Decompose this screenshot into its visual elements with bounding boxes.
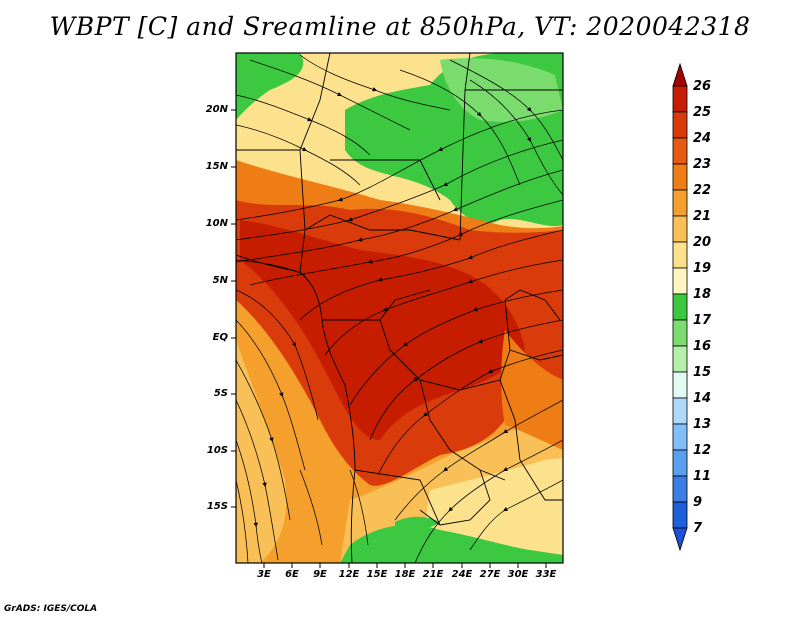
colorbar-label-24: 24 bbox=[693, 131, 712, 146]
lon-label-3e: 3E bbox=[257, 569, 271, 580]
lat-label-15n: 15N bbox=[205, 161, 228, 172]
lon-label-27e: 27E bbox=[479, 569, 501, 580]
field-sahel-orange bbox=[236, 160, 563, 242]
colorbar-label-14: 14 bbox=[693, 391, 712, 406]
colorbar-label-13: 13 bbox=[693, 417, 712, 432]
lon-label-24e: 24E bbox=[451, 569, 473, 580]
colorbar-cell bbox=[672, 397, 688, 425]
lon-label-6e: 6E bbox=[285, 569, 299, 580]
colorbar-label-12: 12 bbox=[693, 443, 712, 458]
colorbar-label-11: 11 bbox=[693, 469, 712, 484]
colorbar-label-21: 21 bbox=[693, 209, 712, 224]
lon-label-33e: 33E bbox=[535, 569, 557, 580]
field-west-lightorange bbox=[236, 340, 287, 563]
colorbar-label-15: 15 bbox=[693, 365, 712, 380]
colorbar-top-arrow bbox=[672, 62, 688, 87]
colorbar-label-18: 18 bbox=[693, 287, 712, 302]
colorbar bbox=[672, 62, 688, 552]
field-south-green bbox=[340, 525, 563, 563]
field-south-green-patch bbox=[395, 516, 440, 530]
colorbar-cell bbox=[672, 163, 688, 191]
field-nw-green bbox=[236, 53, 304, 120]
colorbar-label-16: 16 bbox=[693, 339, 712, 354]
colorbar-label-17: 17 bbox=[693, 313, 712, 328]
colorbar-cell bbox=[672, 137, 688, 165]
colorbar-cell bbox=[672, 371, 688, 399]
colorbar-cell bbox=[672, 423, 688, 451]
colorbar-cell bbox=[672, 475, 688, 503]
colorbar-label-25: 25 bbox=[693, 105, 712, 120]
colorbar-label-7: 7 bbox=[693, 521, 703, 536]
colorbar-label-9: 9 bbox=[693, 495, 703, 510]
colorbar-cell bbox=[672, 501, 688, 529]
lat-label-10n: 10N bbox=[205, 218, 228, 229]
colorbar-cell bbox=[672, 293, 688, 321]
colorbar-cell bbox=[672, 345, 688, 373]
axis-ticks bbox=[231, 109, 547, 568]
lon-label-12e: 12E bbox=[338, 569, 360, 580]
lon-label-30e: 30E bbox=[507, 569, 529, 580]
credit-text: GrADS: IGES/COLA bbox=[4, 604, 98, 614]
colorbar-bottom-arrow bbox=[672, 527, 688, 552]
lat-label-10s: 10S bbox=[206, 445, 228, 456]
colorbar-label-23: 23 bbox=[693, 157, 712, 172]
colorbar-label-26: 26 bbox=[693, 79, 712, 94]
colorbar-cell bbox=[672, 215, 688, 243]
lat-label-20n: 20N bbox=[205, 104, 228, 115]
map-frame bbox=[235, 52, 564, 564]
lon-label-15e: 15E bbox=[366, 569, 388, 580]
colorbar-cell bbox=[672, 241, 688, 269]
streamlines bbox=[236, 54, 563, 563]
colorbar-cell bbox=[672, 189, 688, 217]
lon-label-21e: 21E bbox=[422, 569, 444, 580]
colorbar-cell bbox=[672, 85, 688, 113]
colorbar-label-19: 19 bbox=[693, 261, 712, 276]
lat-label-5s: 5S bbox=[213, 388, 228, 399]
lon-label-9e: 9E bbox=[313, 569, 327, 580]
colorbar-cell bbox=[672, 449, 688, 477]
lon-label-18e: 18E bbox=[394, 569, 416, 580]
map-field bbox=[236, 53, 563, 563]
field-east-orange bbox=[501, 330, 563, 450]
colorbar-label-22: 22 bbox=[693, 183, 712, 198]
lat-label-eq: EQ bbox=[212, 332, 228, 343]
map-title: WBPT [C] and Sreamline at 850hPa, VT: 20… bbox=[49, 12, 751, 41]
colorbar-label-20: 20 bbox=[693, 235, 712, 250]
colorbar-cell bbox=[672, 267, 688, 295]
colorbar-cell bbox=[672, 319, 688, 347]
colorbar-cell bbox=[672, 111, 688, 139]
lat-label-15s: 15S bbox=[206, 501, 228, 512]
lat-label-5n: 5N bbox=[212, 275, 228, 286]
